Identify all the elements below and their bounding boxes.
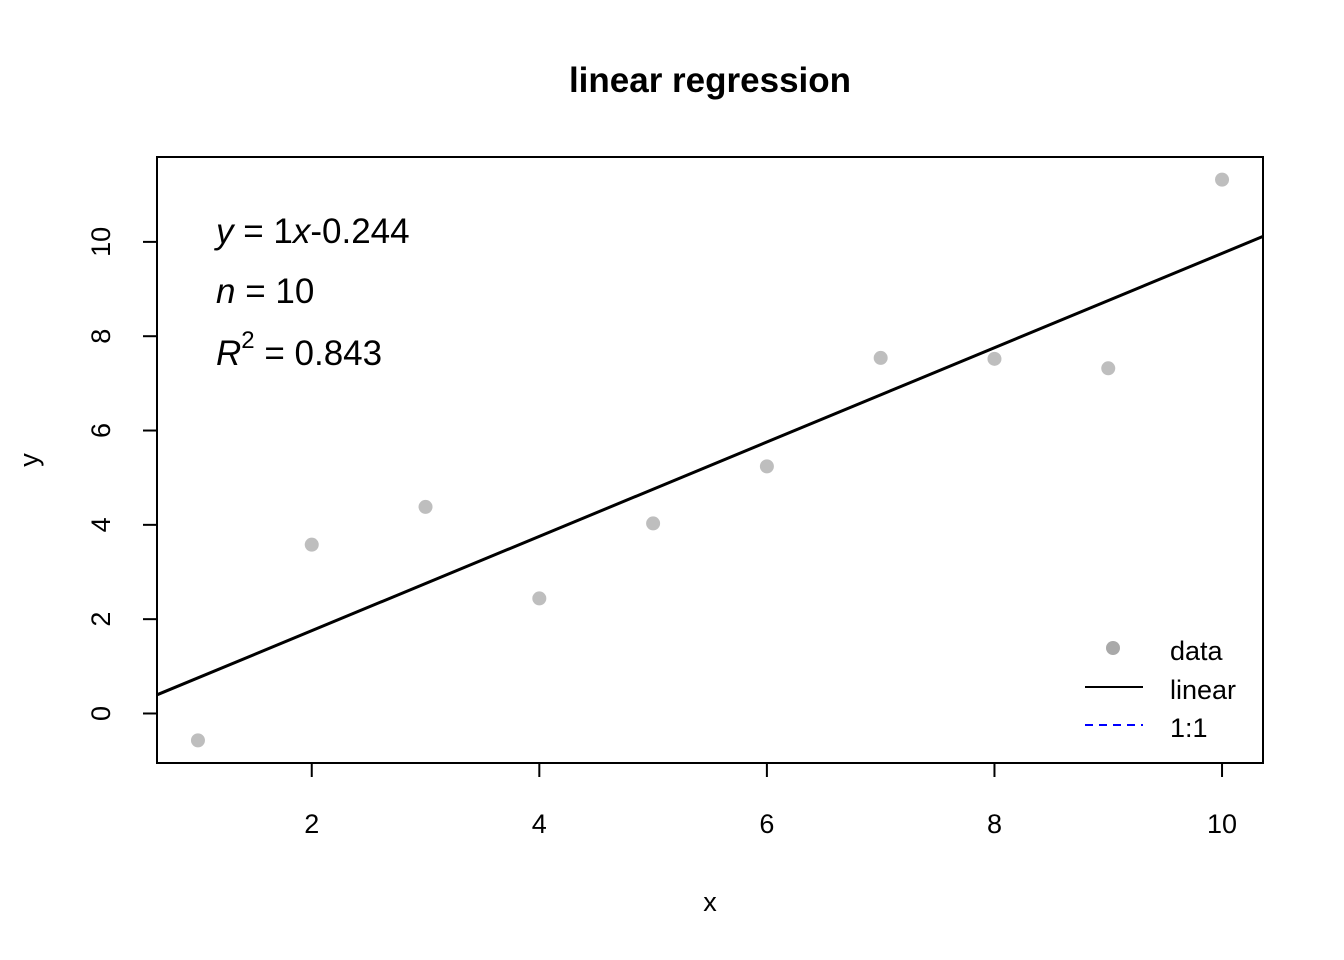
data-point [1101, 361, 1116, 376]
y-tick-label: 0 [86, 706, 116, 721]
x-tick-label: 4 [532, 809, 547, 839]
y-axis-title: y [14, 453, 44, 467]
legend-data-symbol [1106, 641, 1120, 655]
data-point [304, 537, 319, 552]
data-point [532, 591, 547, 606]
chart-title: linear regression [569, 61, 851, 100]
legend-label-linear: linear [1170, 675, 1236, 705]
x-axis-title: x [703, 887, 717, 917]
y-tick-label: 10 [86, 227, 116, 257]
legend-label-data: data [1170, 636, 1224, 666]
data-points-layer [190, 172, 1230, 748]
r-squared-annotation: R2 = 0.843 [216, 327, 382, 373]
data-point [646, 516, 661, 531]
n-annotation: n = 10 [216, 272, 314, 311]
legend-label-one-to-one: 1:1 [1170, 713, 1208, 743]
equation-annotation: y = 1x-0.244 [214, 212, 410, 251]
y-tick-label: 2 [86, 612, 116, 627]
data-point [418, 499, 433, 514]
data-point [190, 733, 205, 748]
data-point [759, 459, 774, 474]
data-point [1215, 172, 1230, 187]
plot-frame [156, 156, 1264, 764]
y-tick-label: 6 [86, 423, 116, 438]
x-tick-label: 8 [987, 809, 1002, 839]
x-tick-label: 10 [1207, 809, 1237, 839]
fit-line-layer [157, 235, 1263, 697]
x-tick-label: 2 [304, 809, 319, 839]
legend: data linear 1:1 [1085, 636, 1236, 743]
y-axis: 0 2 4 6 8 10 [86, 227, 157, 721]
y-tick-label: 8 [86, 329, 116, 344]
x-tick-label: 6 [759, 809, 774, 839]
regression-annotations: y = 1x-0.244 n = 10 R2 = 0.843 [214, 212, 410, 373]
y-tick-label: 4 [86, 517, 116, 532]
x-axis: 2 4 6 8 10 [304, 763, 1237, 839]
data-point [987, 351, 1002, 366]
regression-line [157, 235, 1263, 697]
data-point [873, 350, 888, 365]
